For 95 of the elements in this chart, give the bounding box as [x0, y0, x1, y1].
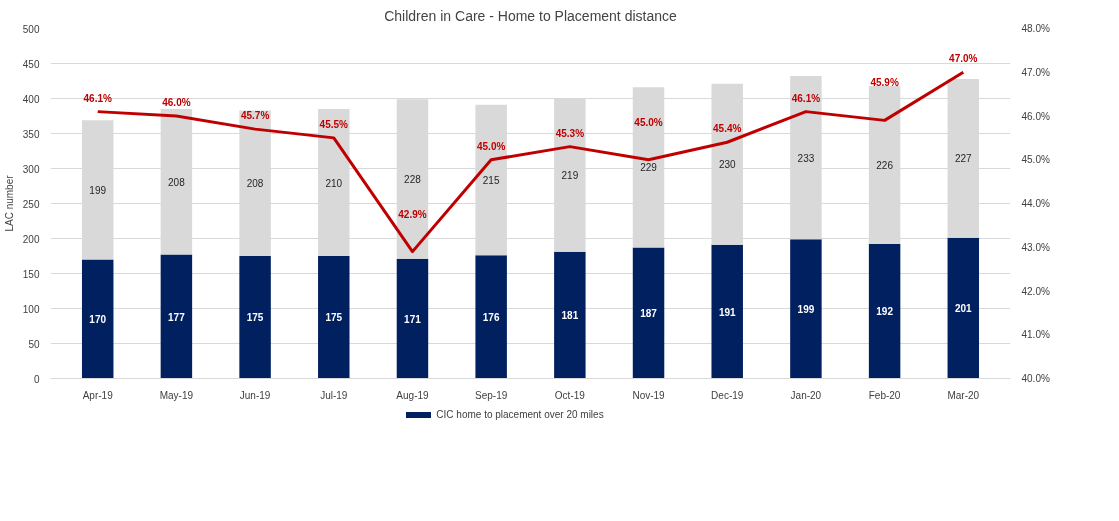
x-tick-label: Jan-20 [790, 389, 822, 401]
y-tick-label: 300 [22, 163, 40, 175]
data-label: 45.0% [476, 140, 506, 152]
data-label: 215 [482, 175, 500, 187]
x-tick-label: Dec-19 [711, 389, 744, 401]
data-label: 47.0% [949, 53, 978, 65]
y2-tick-label: 47.0% [1021, 66, 1050, 78]
bar [396, 258, 429, 379]
data-label: 199 [89, 184, 107, 196]
bar [160, 109, 193, 255]
data-label: 45.0% [634, 116, 663, 128]
bar [239, 256, 271, 379]
y-tick-label: 400 [22, 93, 40, 105]
y-tick-label: 150 [22, 268, 40, 280]
x-tick-label: Jun-19 [239, 389, 271, 401]
bar [947, 78, 980, 238]
data-label: 229 [640, 162, 658, 174]
data-label: 230 [718, 159, 736, 171]
bar [475, 255, 507, 379]
x-tick-label: Sep-19 [475, 389, 508, 401]
y2-tick-label: 46.0% [1021, 110, 1050, 122]
y2-tick-label: 42.0% [1021, 285, 1050, 297]
data-label: 199 [797, 303, 815, 315]
data-label: 233 [797, 152, 815, 164]
x-tick-label: Oct-19 [554, 389, 586, 401]
y2-tick-label: 45.0% [1021, 154, 1050, 166]
y2-tick-label: 48.0% [1021, 23, 1050, 34]
data-label: 42.9% [398, 208, 427, 220]
x-tick-label: Aug-19 [396, 389, 430, 401]
bar [396, 99, 429, 259]
data-label: 192 [876, 306, 894, 318]
y2-tick-label: 40.0% [1021, 373, 1050, 384]
y2-tick-label: 41.0% [1021, 329, 1050, 341]
bar [868, 244, 901, 379]
bar [711, 244, 743, 379]
bar [790, 239, 822, 379]
data-label: 171 [404, 313, 422, 325]
data-label: 201 [954, 303, 973, 315]
x-tick-label: Apr-19 [82, 389, 114, 401]
x-tick-label: Feb-20 [868, 389, 901, 401]
data-label: 45.7% [240, 110, 270, 122]
y-axis-title: LAC number [3, 174, 15, 232]
data-label: 170 [89, 314, 107, 325]
data-label: 45.5% [319, 118, 349, 130]
x-tick-label: Mar-20 [947, 389, 980, 401]
data-label: 46.1% [791, 92, 821, 104]
y-tick-label: 50 [28, 338, 40, 350]
x-tick-label: Jul-19 [320, 389, 348, 401]
y-tick-label: 0 [33, 373, 40, 385]
data-label: 226 [876, 160, 894, 171]
bar [554, 98, 586, 252]
data-label: 177 [168, 311, 186, 323]
bar [475, 104, 507, 256]
data-label: 45.3% [555, 127, 585, 139]
y-tick-label: 200 [22, 233, 40, 245]
data-label: 181 [561, 310, 579, 322]
data-label: 46.0% [162, 97, 191, 108]
data-label: 45.4% [713, 123, 742, 135]
y-tick-label: 100 [22, 303, 40, 315]
bar [160, 254, 193, 379]
data-label: 175 [325, 312, 343, 324]
bar [632, 247, 665, 379]
bar [790, 76, 822, 240]
y-tick-label: 250 [22, 198, 40, 210]
chart-title: Children in Care - Home to Placement distance [384, 7, 677, 24]
bar [318, 109, 350, 256]
data-label: 46.1% [83, 92, 112, 104]
data-label: 176 [482, 311, 500, 323]
data-label: 219 [561, 170, 579, 182]
bar [868, 85, 901, 245]
data-label: 45.9% [870, 77, 899, 89]
bar [239, 110, 271, 256]
data-label: 187 [640, 308, 658, 320]
data-label: 210 [325, 177, 343, 189]
data-label: 228 [404, 174, 422, 185]
bar [554, 251, 586, 379]
x-tick-label: Nov-19 [632, 389, 666, 401]
x-tick-label: May-19 [159, 389, 194, 401]
data-label: 227 [954, 153, 973, 165]
bar [81, 120, 114, 260]
y-tick-label: 450 [22, 58, 40, 70]
bar [947, 237, 980, 379]
data-label: 208 [168, 176, 186, 188]
bar [318, 256, 350, 379]
y-tick-label: 500 [22, 23, 40, 35]
bar [632, 87, 665, 248]
data-label: 175 [246, 312, 264, 324]
bar [81, 259, 114, 379]
y2-tick-label: 43.0% [1021, 241, 1050, 253]
data-label: 191 [718, 306, 736, 318]
y2-tick-label: 44.0% [1021, 198, 1050, 209]
bar [711, 83, 743, 245]
data-label: 208 [246, 178, 264, 190]
y-tick-label: 350 [22, 128, 40, 140]
legend-label: CIC home to placement over 20 miles [436, 408, 604, 422]
